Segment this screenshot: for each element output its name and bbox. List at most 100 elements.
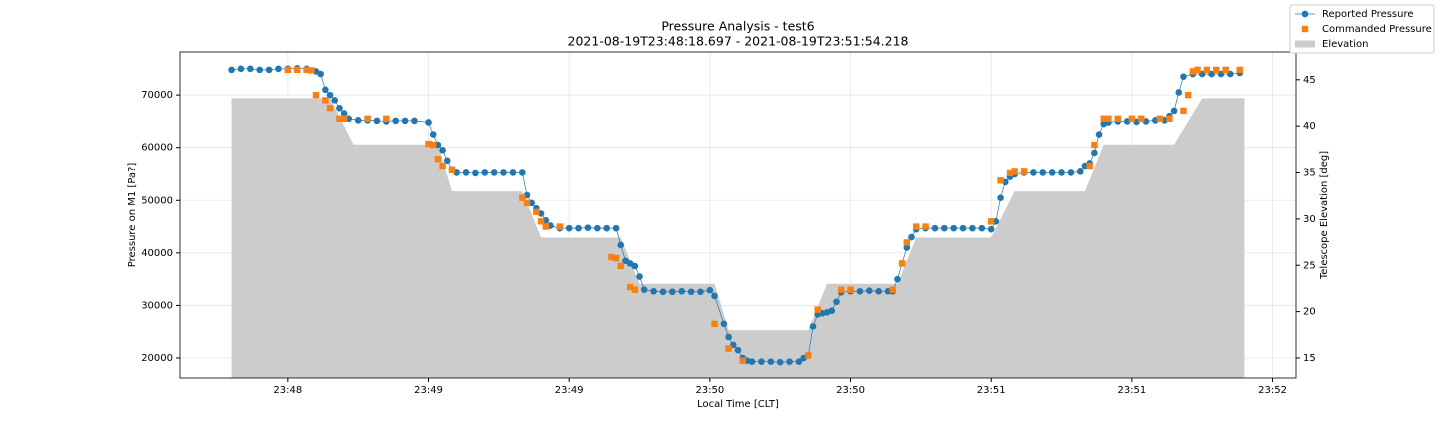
y2-tick-label: 25	[1303, 260, 1316, 271]
commanded-point	[1203, 66, 1211, 74]
commanded-point	[1166, 115, 1173, 122]
pressure-point	[969, 224, 976, 232]
commanded-point	[1180, 107, 1187, 115]
pressure-point	[795, 358, 803, 366]
commanded-point	[631, 286, 639, 293]
pressure-point	[443, 157, 451, 165]
pressure-point	[1095, 131, 1103, 138]
pressure-point	[678, 287, 686, 295]
commanded-point	[1100, 115, 1107, 122]
x-tick-label: 23:50	[836, 385, 865, 396]
pressure-point	[354, 117, 362, 124]
commanded-point	[725, 345, 732, 352]
commanded-point	[303, 66, 310, 74]
pressure-point	[908, 233, 915, 241]
pressure-point	[336, 104, 343, 112]
x-tick-label: 23:51	[1117, 385, 1146, 396]
pressure-point	[265, 66, 273, 74]
y2-tick-label: 30	[1303, 214, 1316, 225]
pressure-point	[481, 169, 489, 176]
commanded-point	[711, 320, 718, 328]
pressure-point	[786, 358, 793, 366]
pressure-point	[659, 288, 667, 296]
commanded-point	[1020, 168, 1028, 175]
x-tick-label: 23:48	[273, 385, 302, 396]
pressure-point	[472, 169, 479, 177]
pressure-point	[1048, 169, 1056, 176]
y-tick-label: 70000	[141, 90, 173, 101]
pressure-point	[228, 66, 235, 74]
pressure-point	[462, 169, 470, 176]
commanded-point	[1105, 115, 1112, 122]
y2-tick-label: 40	[1303, 121, 1316, 132]
commanded-point	[814, 306, 821, 313]
x-tick-label: 23:49	[555, 385, 584, 396]
commanded-point	[1236, 66, 1243, 74]
pressure-point	[697, 288, 704, 296]
y-axis-label: Pressure on M1 [Pa?]	[127, 163, 138, 268]
pressure-point	[833, 298, 840, 306]
pressure-point	[903, 244, 911, 251]
pressure-point	[612, 224, 620, 232]
commanded-point	[383, 115, 390, 122]
pressure-point	[828, 307, 836, 314]
pressure-point	[1067, 169, 1075, 176]
commanded-point	[608, 253, 615, 261]
commanded-point	[612, 254, 620, 262]
commanded-point	[626, 283, 634, 291]
commanded-point	[294, 66, 301, 74]
y2-tick-label: 20	[1303, 307, 1316, 318]
pressure-point	[711, 292, 718, 300]
commanded-point	[533, 208, 540, 216]
pressure-point	[865, 287, 873, 295]
pressure-point	[429, 131, 437, 138]
pressure-point	[247, 65, 254, 73]
pressure-point	[322, 86, 329, 94]
commanded-point	[523, 199, 531, 207]
commanded-point	[537, 218, 545, 225]
pressure-point	[1030, 169, 1037, 176]
commanded-point	[837, 286, 845, 293]
y-tick-label: 30000	[141, 300, 173, 311]
pressure-point	[978, 224, 986, 232]
pressure-point	[331, 97, 339, 104]
pressure-point	[1175, 89, 1183, 96]
pressure-point	[950, 224, 957, 232]
commanded-point	[425, 140, 432, 148]
commanded-point	[1011, 168, 1018, 175]
pressure-point	[500, 169, 507, 176]
pressure-point	[997, 194, 1004, 201]
commanded-point	[448, 166, 456, 173]
pressure-point	[941, 224, 948, 232]
commanded-point	[1194, 66, 1201, 74]
commanded-point	[739, 357, 746, 364]
pressure-point	[1091, 149, 1098, 157]
pressure-point	[748, 358, 756, 366]
pressure-point	[575, 224, 582, 232]
commanded-point	[988, 218, 995, 225]
pressure-point	[1039, 169, 1047, 176]
pressure-point	[809, 323, 817, 330]
pressure-point	[931, 224, 939, 232]
x-tick-label: 23:52	[1258, 385, 1287, 396]
legend-swatch	[1301, 25, 1309, 33]
pressure-point	[776, 358, 784, 366]
elevation-area	[231, 98, 1245, 378]
commanded-point	[439, 162, 446, 170]
x-tick-label: 23:50	[695, 385, 724, 396]
commanded-point	[898, 260, 906, 267]
commanded-point	[312, 91, 320, 99]
pressure-point	[373, 117, 381, 125]
pressure-point	[237, 65, 245, 73]
pressure-point	[640, 286, 648, 293]
y2-tick-label: 45	[1303, 75, 1316, 86]
commanded-point	[1138, 115, 1145, 122]
y2-tick-label: 35	[1303, 168, 1316, 179]
pressure-point	[490, 169, 498, 176]
commanded-point	[322, 97, 329, 104]
commanded-point	[336, 115, 343, 122]
y-tick-label: 20000	[141, 353, 173, 364]
commanded-point	[308, 67, 315, 74]
pressure-point	[669, 288, 676, 296]
